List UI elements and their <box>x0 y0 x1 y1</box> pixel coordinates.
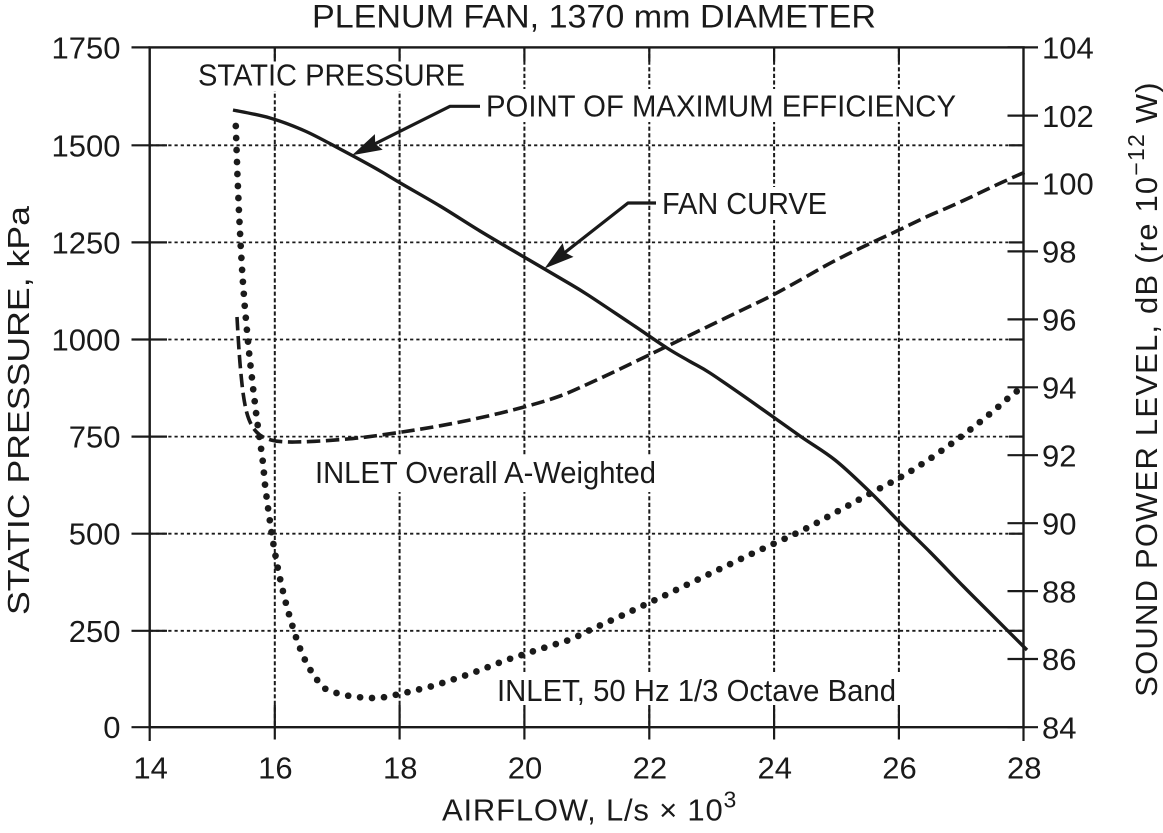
svg-text:1250: 1250 <box>52 225 121 260</box>
svg-text:500: 500 <box>69 517 121 552</box>
svg-text:18: 18 <box>383 751 417 786</box>
svg-text:90: 90 <box>1042 506 1076 541</box>
svg-text:1500: 1500 <box>52 128 121 163</box>
svg-text:1750: 1750 <box>52 30 121 65</box>
svg-text:1000: 1000 <box>52 323 121 358</box>
svg-text:24: 24 <box>757 751 791 786</box>
svg-text:0: 0 <box>103 710 120 745</box>
svg-text:102: 102 <box>1042 99 1094 134</box>
svg-text:104: 104 <box>1042 31 1094 66</box>
svg-text:84: 84 <box>1042 710 1076 745</box>
svg-text:INLET, 50 Hz 1/3 Octave Band: INLET, 50 Hz 1/3 Octave Band <box>497 673 896 708</box>
svg-text:28: 28 <box>1007 751 1041 786</box>
svg-text:STATIC PRESSURE: STATIC PRESSURE <box>198 58 465 93</box>
svg-text:22: 22 <box>633 751 667 786</box>
svg-text:250: 250 <box>69 614 121 649</box>
svg-text:20: 20 <box>508 751 542 786</box>
svg-text:26: 26 <box>882 751 916 786</box>
svg-text:88: 88 <box>1042 574 1076 609</box>
svg-text:POINT OF MAXIMUM EFFICIENCY: POINT OF MAXIMUM EFFICIENCY <box>486 88 956 123</box>
svg-text:STATIC PRESSURE, kPa: STATIC PRESSURE, kPa <box>1 205 36 615</box>
svg-text:PLENUM FAN, 1370 mm DIAMETER: PLENUM FAN, 1370 mm DIAMETER <box>312 0 876 35</box>
svg-text:86: 86 <box>1042 642 1076 677</box>
svg-text:SOUND POWER LEVEL, dB (re 10−1: SOUND POWER LEVEL, dB (re 10−12 W) <box>1123 81 1163 697</box>
svg-text:INLET Overall A-Weighted: INLET Overall A-Weighted <box>315 455 656 490</box>
svg-text:100: 100 <box>1042 167 1094 202</box>
svg-text:AIRFLOW, L/s × 103: AIRFLOW, L/s × 103 <box>442 787 737 828</box>
svg-text:96: 96 <box>1042 303 1076 338</box>
svg-text:750: 750 <box>69 420 121 455</box>
svg-text:92: 92 <box>1042 438 1076 473</box>
svg-text:98: 98 <box>1042 235 1076 270</box>
svg-text:94: 94 <box>1042 371 1076 406</box>
svg-text:14: 14 <box>133 751 167 786</box>
svg-text:16: 16 <box>258 751 292 786</box>
svg-text:FAN CURVE: FAN CURVE <box>662 186 827 221</box>
